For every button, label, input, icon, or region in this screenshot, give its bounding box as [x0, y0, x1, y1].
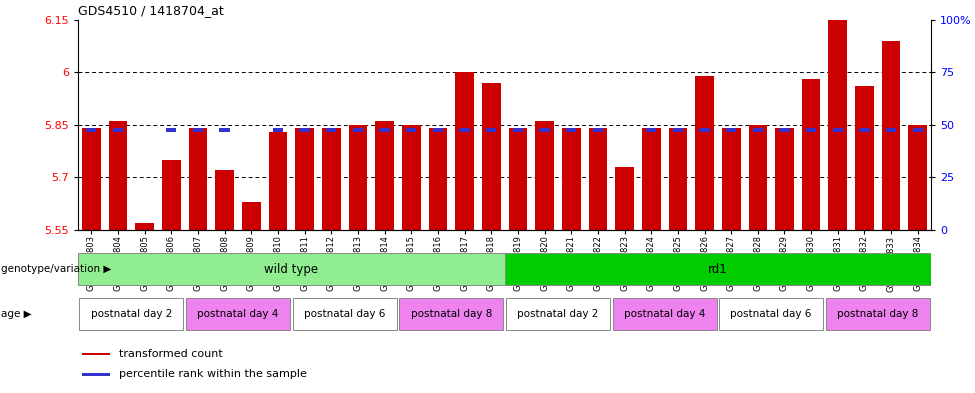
Bar: [188, 128, 208, 230]
Bar: [749, 125, 767, 230]
Bar: [455, 72, 474, 230]
Bar: [722, 128, 740, 230]
Bar: [162, 160, 180, 230]
Text: rd1: rd1: [708, 263, 727, 276]
Bar: [113, 128, 123, 132]
Bar: [433, 128, 443, 132]
Bar: [826, 299, 930, 330]
Bar: [699, 128, 710, 132]
Bar: [402, 125, 420, 230]
Bar: [487, 128, 496, 132]
Text: genotype/variation ▶: genotype/variation ▶: [1, 264, 111, 274]
Bar: [219, 128, 230, 132]
Bar: [535, 121, 554, 230]
Text: postnatal day 6: postnatal day 6: [304, 309, 385, 320]
Bar: [566, 128, 576, 132]
Bar: [82, 128, 100, 230]
Bar: [829, 20, 847, 230]
Bar: [673, 128, 682, 132]
Bar: [215, 170, 234, 230]
Bar: [353, 128, 363, 132]
Text: transformed count: transformed count: [119, 349, 222, 359]
Bar: [855, 86, 874, 230]
Bar: [513, 128, 523, 132]
Bar: [539, 128, 550, 132]
Text: percentile rank within the sample: percentile rank within the sample: [119, 369, 307, 379]
Text: postnatal day 6: postnatal day 6: [730, 309, 812, 320]
Text: GDS4510 / 1418704_at: GDS4510 / 1418704_at: [78, 4, 223, 17]
Bar: [806, 128, 816, 132]
Bar: [505, 253, 931, 285]
Bar: [349, 125, 368, 230]
Bar: [726, 128, 736, 132]
Bar: [753, 128, 763, 132]
Bar: [886, 128, 896, 132]
Bar: [779, 128, 790, 132]
Bar: [82, 373, 110, 376]
Bar: [269, 132, 288, 230]
Text: postnatal day 4: postnatal day 4: [197, 309, 279, 320]
Bar: [299, 128, 310, 132]
Text: postnatal day 2: postnatal day 2: [91, 309, 172, 320]
Bar: [186, 299, 290, 330]
Bar: [327, 128, 336, 132]
Bar: [615, 167, 634, 230]
Bar: [108, 121, 128, 230]
Bar: [459, 128, 470, 132]
Bar: [642, 128, 660, 230]
Bar: [720, 299, 823, 330]
Bar: [612, 299, 717, 330]
Bar: [399, 299, 503, 330]
Bar: [881, 40, 901, 230]
Bar: [593, 128, 603, 132]
Bar: [909, 125, 927, 230]
Bar: [86, 128, 97, 132]
Bar: [775, 128, 794, 230]
Bar: [136, 223, 154, 230]
Bar: [407, 128, 416, 132]
Bar: [833, 128, 843, 132]
Bar: [589, 128, 607, 230]
Bar: [801, 79, 821, 230]
Bar: [193, 128, 203, 132]
Text: postnatal day 8: postnatal day 8: [410, 309, 492, 320]
Bar: [506, 299, 610, 330]
Bar: [166, 128, 176, 132]
Bar: [292, 299, 397, 330]
Bar: [82, 353, 110, 355]
Bar: [646, 128, 656, 132]
Bar: [379, 128, 390, 132]
Bar: [913, 128, 923, 132]
Bar: [375, 121, 394, 230]
Bar: [482, 83, 500, 230]
Bar: [695, 76, 714, 230]
Text: wild type: wild type: [264, 263, 319, 276]
Text: age ▶: age ▶: [1, 309, 31, 320]
Bar: [859, 128, 870, 132]
Bar: [562, 128, 580, 230]
Bar: [295, 128, 314, 230]
Text: postnatal day 2: postnatal day 2: [517, 309, 599, 320]
Bar: [669, 128, 687, 230]
Text: postnatal day 4: postnatal day 4: [624, 309, 705, 320]
Bar: [322, 128, 340, 230]
Bar: [242, 202, 260, 230]
Bar: [429, 128, 448, 230]
Bar: [509, 128, 527, 230]
Bar: [79, 299, 183, 330]
Bar: [273, 128, 283, 132]
Text: postnatal day 8: postnatal day 8: [838, 309, 918, 320]
Bar: [78, 253, 505, 285]
